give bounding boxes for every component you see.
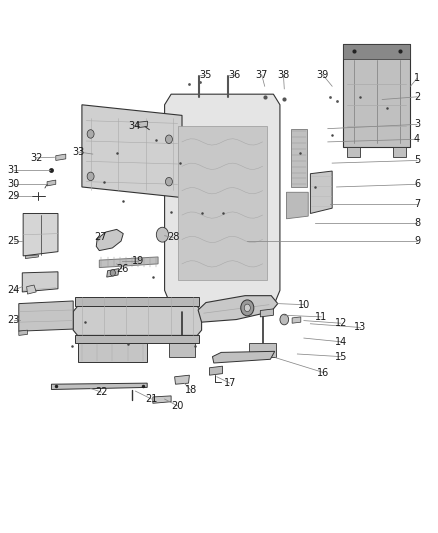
Text: 16: 16 xyxy=(317,368,329,377)
Polygon shape xyxy=(209,366,223,375)
Text: 24: 24 xyxy=(7,285,20,295)
Polygon shape xyxy=(311,171,332,214)
Text: 3: 3 xyxy=(414,119,420,130)
Text: 1: 1 xyxy=(414,73,420,83)
Text: 25: 25 xyxy=(7,236,20,246)
Polygon shape xyxy=(96,229,123,251)
Text: 18: 18 xyxy=(184,385,197,395)
Polygon shape xyxy=(212,351,275,363)
Polygon shape xyxy=(178,126,267,280)
Polygon shape xyxy=(27,285,36,294)
Text: 15: 15 xyxy=(335,352,347,361)
Polygon shape xyxy=(19,301,73,331)
Text: 10: 10 xyxy=(298,300,310,310)
Text: 20: 20 xyxy=(171,401,184,411)
Polygon shape xyxy=(165,94,280,312)
Polygon shape xyxy=(347,147,360,157)
Polygon shape xyxy=(56,154,66,160)
Polygon shape xyxy=(22,272,58,292)
Text: 35: 35 xyxy=(199,70,211,79)
Text: 29: 29 xyxy=(7,191,20,201)
Circle shape xyxy=(87,130,94,138)
Text: 9: 9 xyxy=(414,236,420,246)
Text: 37: 37 xyxy=(255,70,268,79)
Text: 19: 19 xyxy=(132,256,145,266)
Polygon shape xyxy=(75,297,199,306)
Polygon shape xyxy=(138,121,148,127)
Polygon shape xyxy=(25,255,39,259)
Text: 39: 39 xyxy=(317,70,328,79)
Circle shape xyxy=(166,135,173,143)
Text: 31: 31 xyxy=(7,165,20,175)
Text: 17: 17 xyxy=(224,378,236,388)
Text: 7: 7 xyxy=(414,199,420,209)
Text: 22: 22 xyxy=(95,387,108,397)
Text: 36: 36 xyxy=(228,70,240,79)
Circle shape xyxy=(280,314,289,325)
Circle shape xyxy=(87,172,94,181)
Polygon shape xyxy=(175,375,189,384)
Polygon shape xyxy=(343,44,410,59)
Polygon shape xyxy=(51,383,147,390)
Text: 28: 28 xyxy=(167,232,180,243)
Text: 33: 33 xyxy=(73,147,85,157)
Polygon shape xyxy=(343,44,410,147)
Circle shape xyxy=(156,227,169,242)
Text: 6: 6 xyxy=(414,179,420,189)
Polygon shape xyxy=(78,343,147,362)
Polygon shape xyxy=(260,309,273,317)
Polygon shape xyxy=(250,343,276,357)
Text: 34: 34 xyxy=(128,121,140,131)
Circle shape xyxy=(110,270,116,276)
Circle shape xyxy=(244,304,251,312)
Circle shape xyxy=(241,300,254,316)
Text: 2: 2 xyxy=(414,92,420,102)
Polygon shape xyxy=(107,269,119,277)
Text: 26: 26 xyxy=(116,264,129,274)
Polygon shape xyxy=(169,343,195,357)
Polygon shape xyxy=(99,257,158,268)
Text: 27: 27 xyxy=(94,232,107,243)
Polygon shape xyxy=(19,330,28,335)
Text: 30: 30 xyxy=(7,179,20,189)
Polygon shape xyxy=(198,296,278,322)
Text: 5: 5 xyxy=(414,156,420,165)
Text: 12: 12 xyxy=(335,318,347,328)
Polygon shape xyxy=(292,317,301,323)
Polygon shape xyxy=(47,180,56,186)
Text: 8: 8 xyxy=(414,218,420,228)
Text: 21: 21 xyxy=(145,394,158,404)
Polygon shape xyxy=(291,128,307,187)
Text: 11: 11 xyxy=(315,312,327,322)
Circle shape xyxy=(166,177,173,186)
Polygon shape xyxy=(23,214,58,256)
Polygon shape xyxy=(75,335,199,343)
Text: 13: 13 xyxy=(354,322,367,333)
Text: 23: 23 xyxy=(7,314,20,325)
Polygon shape xyxy=(153,396,171,403)
Text: 38: 38 xyxy=(277,70,290,79)
Polygon shape xyxy=(393,147,406,157)
Text: 4: 4 xyxy=(414,134,420,144)
Polygon shape xyxy=(286,192,308,219)
Text: 14: 14 xyxy=(335,337,347,347)
Text: 32: 32 xyxy=(30,153,42,163)
Polygon shape xyxy=(73,306,201,335)
Polygon shape xyxy=(82,105,182,198)
